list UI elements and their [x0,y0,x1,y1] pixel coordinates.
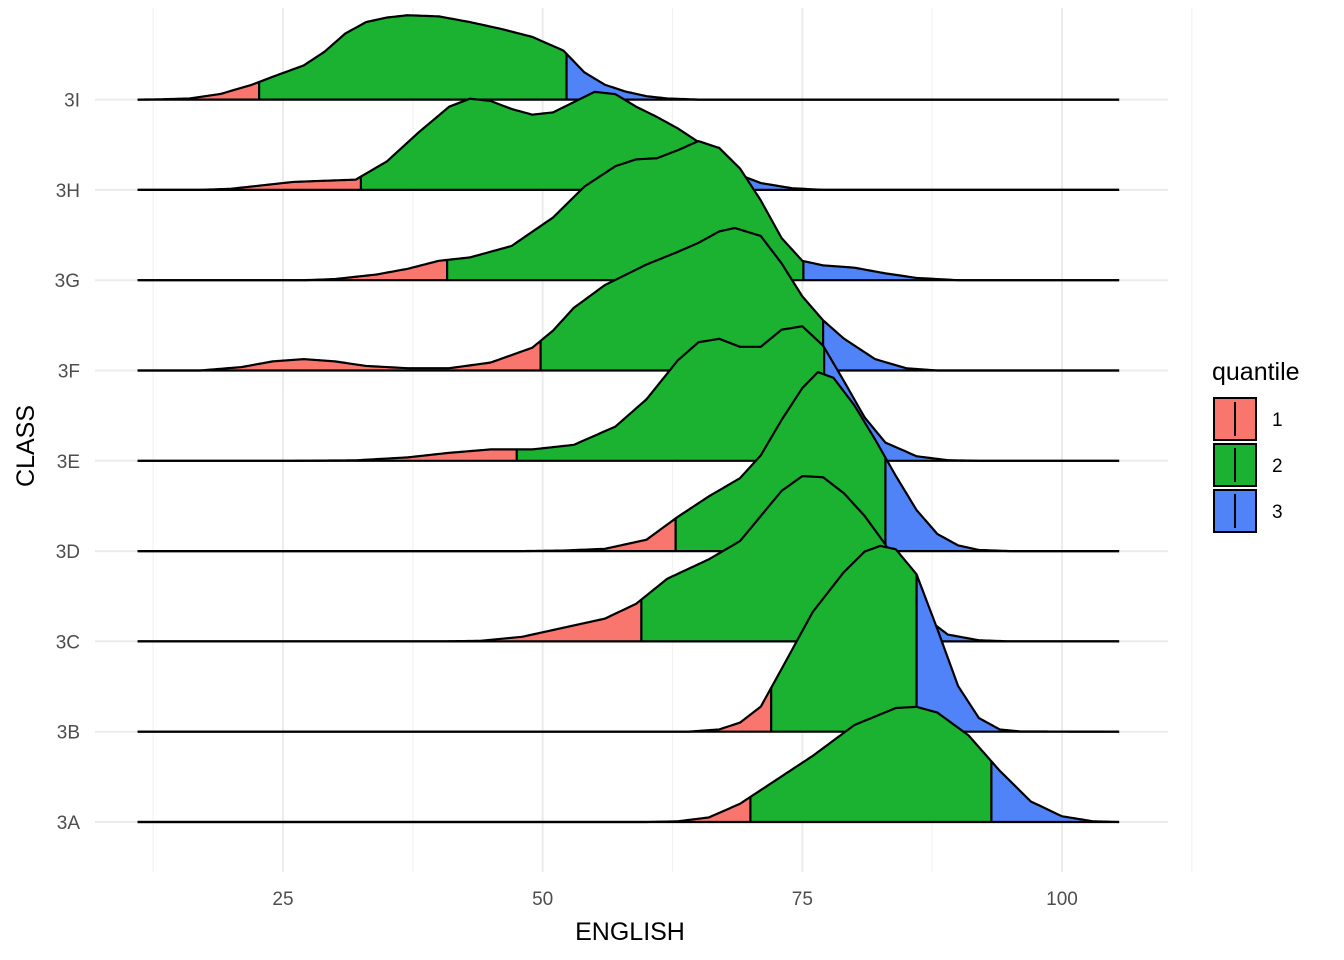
ridge-3E-quantile-1 [137,449,517,461]
y-tick-label-3H: 3H [56,181,80,202]
y-tick-label-3F: 3F [58,362,80,383]
x-tick-label-100: 100 [1046,889,1078,910]
ridge-3H-quantile-1 [137,176,361,190]
legend-entry-1: 1 [1213,397,1283,441]
legend: quantile 1 2 3 [1212,358,1300,533]
ridge-3H-quantile-2 [360,91,697,190]
ridge-3I-quantile-2 [259,15,567,100]
x-tick-label-50: 50 [532,889,553,910]
ridge-3B-quantile-2 [771,545,917,732]
ridge-3E-quantile-2 [516,326,825,461]
ridge-3A-quantile-2 [750,706,992,822]
ridge-3A-quantile-3 [991,761,1120,822]
y-tick-labels: 3A 3B 3C 3D 3E 3F 3G 3H 3I [55,91,81,834]
legend-entry-3: 3 [1213,489,1283,533]
x-tick-labels: 25 50 75 100 [272,889,1077,910]
ridge-3C-quantile-1 [137,599,642,642]
y-axis-title: CLASS [12,405,40,487]
y-tick-label-3E: 3E [57,452,80,473]
legend-label-3: 3 [1272,502,1283,523]
ridge-3C-quantile-3 [916,601,1120,642]
y-tick-label-3D: 3D [56,542,80,563]
y-tick-label-3I: 3I [64,91,80,112]
ridge-3G [137,140,1120,282]
ridge-3I-quantile-1 [137,81,260,100]
ridge-3B-quantile-1 [137,687,772,732]
y-tick-label-3B: 3B [57,723,80,744]
ridge-3I [137,14,1120,101]
ridge-3I-quantile-3 [566,53,1120,100]
ridges [137,14,1120,824]
ridge-3G-quantile-3 [803,261,1120,281]
ridge-3G-quantile-1 [137,259,448,281]
x-tick-label-25: 25 [272,889,293,910]
ridge-3D-quantile-1 [137,518,676,552]
legend-label-2: 2 [1272,456,1283,477]
ridge-3C [137,475,1120,643]
ridge-3A-quantile-1 [137,796,751,822]
x-tick-label-75: 75 [792,889,813,910]
legend-entry-2: 2 [1213,443,1283,487]
y-tick-label-3A: 3A [57,813,81,834]
y-tick-label-3C: 3C [56,632,80,653]
legend-title: quantile [1212,358,1300,386]
ridge-3D-quantile-3 [885,457,1120,552]
ridge-3F-quantile-1 [137,340,541,371]
ridge-3F-quantile-3 [823,320,1120,371]
ridge-3A [137,705,1120,824]
legend-label-1: 1 [1272,410,1283,431]
ridge-3F-quantile-2 [540,228,824,371]
y-tick-label-3G: 3G [55,271,80,292]
x-axis-title: ENGLISH [575,918,685,946]
